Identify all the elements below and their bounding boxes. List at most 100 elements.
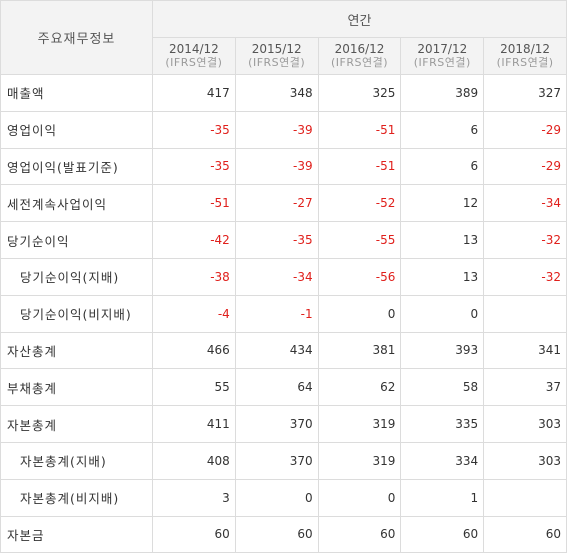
value-cell	[483, 294, 567, 333]
value-cell: 303	[483, 441, 567, 480]
value-cell: 64	[234, 368, 319, 407]
value-cell: 37	[483, 368, 567, 407]
table-body: 매출액 417 348 325 389 327 영업이익 -35 -39 -51 6 -29 영업이익(…	[0, 74, 567, 553]
table-row: 자본금 60 60 60 60 60	[0, 515, 567, 553]
value-cell: 0	[317, 294, 402, 333]
value-cell	[483, 478, 567, 517]
value-cell: 58	[400, 368, 485, 407]
value-cell: -38	[152, 257, 236, 296]
period-basis: (IFRS연결)	[248, 56, 306, 69]
value-cell: 319	[317, 405, 402, 443]
period-basis: (IFRS연결)	[165, 56, 223, 69]
value-cell: -29	[483, 110, 567, 149]
value-cell: 60	[234, 515, 319, 553]
value-cell: 334	[400, 441, 485, 480]
table-row: 자본총계(비지배) 3 0 0 1	[0, 478, 567, 517]
value-cell: 325	[317, 74, 402, 112]
value-cell: 393	[400, 331, 485, 370]
period-year: 2018/12	[500, 42, 551, 56]
value-cell: 12	[400, 184, 485, 223]
value-cell: 335	[400, 405, 485, 443]
period-header: 2018/12 (IFRS연결)	[483, 37, 567, 75]
value-cell: 341	[483, 331, 567, 370]
period-basis: (IFRS연결)	[496, 56, 554, 69]
table-row: 매출액 417 348 325 389 327	[0, 74, 567, 112]
value-cell: -52	[317, 184, 402, 223]
value-cell: 6	[400, 110, 485, 149]
value-cell: 411	[152, 405, 236, 443]
value-cell: -34	[483, 184, 567, 223]
value-cell: -51	[317, 110, 402, 149]
row-label: 당기순이익	[0, 221, 153, 259]
value-cell: -56	[317, 257, 402, 296]
period-year: 2017/12	[417, 42, 468, 56]
value-cell: -42	[152, 221, 236, 259]
row-label: 매출액	[0, 74, 153, 112]
value-cell: -51	[152, 184, 236, 223]
row-label: 부채총계	[0, 368, 153, 407]
value-cell: 6	[400, 147, 485, 186]
period-header-row: 2014/12 (IFRS연결) 2015/12 (IFRS연결) 2016/12 (IF…	[1, 37, 567, 75]
table-row: 세전계속사업이익 -51 -27 -52 12 -34	[0, 184, 567, 223]
value-cell: 0	[317, 478, 402, 517]
table-row: 자산총계 466 434 381 393 341	[0, 331, 567, 370]
row-label: 당기순이익(비지배)	[0, 294, 153, 333]
period-year: 2015/12	[251, 42, 302, 56]
value-cell: 60	[400, 515, 485, 553]
row-label: 자산총계	[0, 331, 153, 370]
value-cell: 0	[234, 478, 319, 517]
annual-group-header: 연간	[152, 0, 567, 38]
table-row: 부채총계 55 64 62 58 37	[0, 368, 567, 407]
value-cell: -55	[317, 221, 402, 259]
period-header: 2016/12 (IFRS연결)	[317, 37, 402, 75]
value-cell: -34	[234, 257, 319, 296]
value-cell: 60	[483, 515, 567, 553]
value-cell: -35	[152, 147, 236, 186]
value-cell: 62	[317, 368, 402, 407]
period-header: 2014/12 (IFRS연결)	[152, 37, 236, 75]
value-cell: 389	[400, 74, 485, 112]
value-cell: 370	[234, 441, 319, 480]
value-cell: -39	[234, 110, 319, 149]
value-cell: 3	[152, 478, 236, 517]
value-cell: 13	[400, 221, 485, 259]
value-cell: 327	[483, 74, 567, 112]
value-cell: 466	[152, 331, 236, 370]
value-cell: 13	[400, 257, 485, 296]
row-label: 자본총계(비지배)	[0, 478, 153, 517]
value-cell: -27	[234, 184, 319, 223]
value-cell: 408	[152, 441, 236, 480]
value-cell: -4	[152, 294, 236, 333]
value-cell: 319	[317, 441, 402, 480]
value-cell: 55	[152, 368, 236, 407]
value-cell: 348	[234, 74, 319, 112]
period-year: 2014/12	[168, 42, 219, 56]
value-cell: -32	[483, 221, 567, 259]
table-row: 당기순이익 -42 -35 -55 13 -32	[0, 221, 567, 259]
value-cell: 381	[317, 331, 402, 370]
period-year: 2016/12	[334, 42, 385, 56]
row-label: 영업이익	[0, 110, 153, 149]
table-row: 당기순이익(지배) -38 -34 -56 13 -32	[0, 257, 567, 296]
corner-header: 주요재무정보	[0, 0, 153, 75]
value-cell: 434	[234, 331, 319, 370]
row-label: 당기순이익(지배)	[0, 257, 153, 296]
table-row: 자본총계 411 370 319 335 303	[0, 405, 567, 443]
table-row: 영업이익 -35 -39 -51 6 -29	[0, 110, 567, 149]
value-cell: -35	[234, 221, 319, 259]
value-cell: 1	[400, 478, 485, 517]
value-cell: -35	[152, 110, 236, 149]
period-basis: (IFRS연결)	[413, 56, 471, 69]
value-cell: -39	[234, 147, 319, 186]
value-cell: -1	[234, 294, 319, 333]
value-cell: -32	[483, 257, 567, 296]
value-cell: 370	[234, 405, 319, 443]
period-header: 2017/12 (IFRS연결)	[400, 37, 485, 75]
value-cell: 0	[400, 294, 485, 333]
row-label: 자본총계	[0, 405, 153, 443]
table-row: 자본총계(지배) 408 370 319 334 303	[0, 441, 567, 480]
row-label: 세전계속사업이익	[0, 184, 153, 223]
value-cell: 417	[152, 74, 236, 112]
value-cell: 60	[152, 515, 236, 553]
